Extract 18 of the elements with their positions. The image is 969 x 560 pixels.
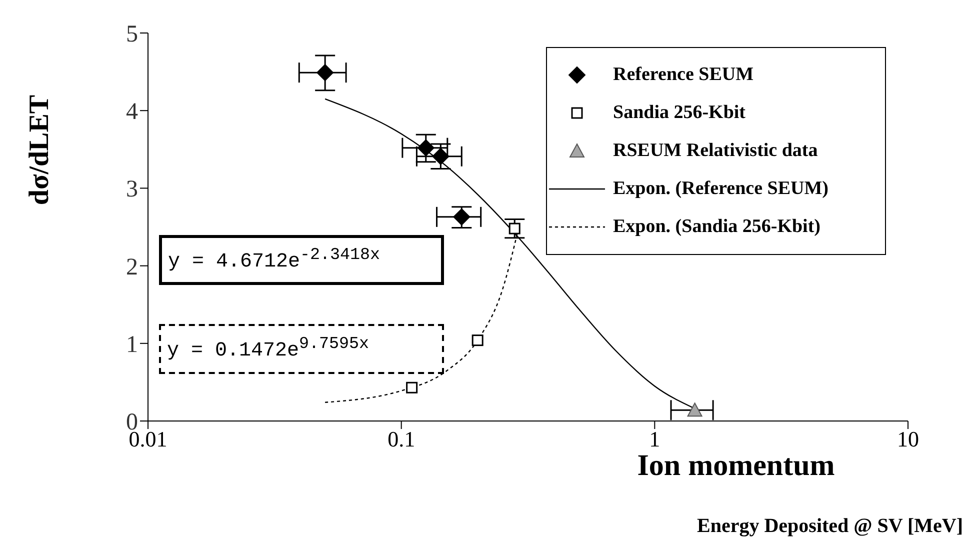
legend-label: RSEUM Relativistic data <box>613 140 818 161</box>
y-axis-title: dσ/dLET <box>24 94 55 206</box>
legend-label: Expon. (Sandia 256-Kbit) <box>613 216 820 237</box>
y-tick-label: 4 <box>126 99 138 126</box>
text: Energy Deposited @ SV [MeV] <box>697 515 963 537</box>
annotation: y = 4.6712e$^{-2.3418x}$ <box>168 246 380 274</box>
annotation: y = 0.1472e$^{9.7595x}$ <box>167 335 369 363</box>
y-tick-label: 2 <box>126 254 138 280</box>
y-tick-label: 1 <box>126 332 138 358</box>
legend-label: Sandia 256-Kbit <box>613 102 746 123</box>
legend-label: Reference SEUM <box>613 64 754 85</box>
y-tick-label: 5 <box>126 22 138 48</box>
y-tick-label: 3 <box>126 176 138 203</box>
legend-label: Expon. (Reference SEUM) <box>613 178 828 199</box>
x-tick-label: 10 <box>897 426 919 452</box>
x-axis-title: Ion momentum <box>637 449 835 482</box>
x-tick-label: 1 <box>649 426 660 452</box>
x-tick-label: 0.1 <box>388 426 416 452</box>
